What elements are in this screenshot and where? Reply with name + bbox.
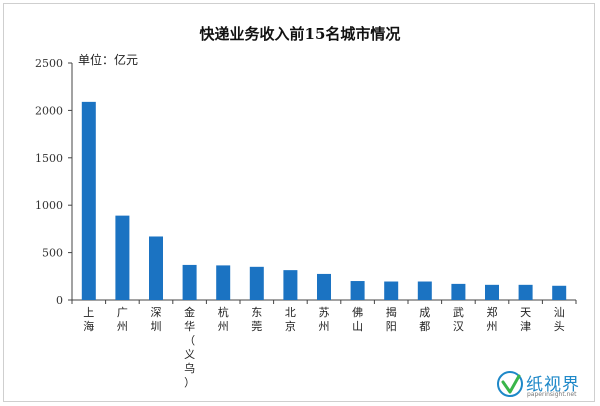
y-tick-label: 1500 [35, 152, 63, 165]
x-tick-label: 圳 [151, 320, 162, 333]
bar-3 [149, 236, 163, 300]
bar-2 [115, 215, 130, 300]
x-tick-label: 州 [319, 320, 330, 333]
x-tick-label: 华 [184, 319, 195, 333]
x-tick-label: 佛 [352, 306, 363, 319]
x-tick-label: 北 [285, 306, 296, 319]
x-tick-label: 武 [453, 306, 464, 319]
bar-4 [182, 264, 197, 300]
x-tick-label: 乌 [184, 361, 195, 375]
bar-6 [249, 266, 264, 300]
x-tick-label: 东 [251, 306, 262, 319]
x-tick-label: 天 [520, 306, 531, 319]
x-tick-label: 州 [218, 320, 229, 333]
watermark-subtext: paperinsight.net [527, 391, 577, 398]
y-tick-label: 1000 [35, 199, 63, 212]
unit-label: 单位：亿元 [78, 53, 139, 67]
x-tick-label: （ [184, 334, 195, 347]
x-tick-label: 京 [285, 319, 296, 333]
x-tick-label: 山 [352, 320, 363, 333]
x-tick-label: 海 [83, 319, 94, 333]
bar-12 [451, 283, 466, 300]
bar-8 [317, 273, 331, 300]
bar-11 [417, 281, 432, 300]
y-tick-label: 0 [56, 294, 63, 307]
y-tick-label: 2000 [35, 104, 63, 117]
bar-5 [216, 265, 231, 300]
bar-9 [350, 281, 365, 300]
x-tick-label: 成 [419, 306, 430, 319]
watermark-logo-icon [497, 371, 523, 397]
x-tick-label: 州 [117, 320, 128, 333]
y-tick-label: 500 [42, 247, 63, 260]
watermark: 纸视界 paperinsight.net [496, 368, 596, 402]
x-tick-label: 杭 [218, 305, 229, 319]
bar-10 [384, 281, 399, 300]
x-tick-label: 津 [520, 320, 531, 333]
chart-frame [3, 3, 595, 402]
x-tick-label: 深 [151, 306, 162, 319]
bar-7 [283, 270, 298, 300]
x-tick-label: 广 [117, 306, 128, 319]
x-tick-label: 苏 [319, 306, 330, 319]
x-tick-label: 上 [83, 306, 94, 319]
x-tick-label: 都 [419, 320, 430, 333]
bar-13 [485, 284, 499, 300]
x-tick-label: 莞 [251, 320, 262, 333]
x-tick-label: 揭 [386, 305, 397, 319]
x-tick-label: 郑 [487, 305, 498, 319]
chart-title: 快递业务收入前15名城市情况 [199, 25, 401, 43]
bar-15 [552, 285, 567, 300]
bar-14 [518, 284, 533, 300]
x-tick-label: ） [184, 376, 195, 389]
watermark-text: 纸视界 [526, 375, 580, 395]
x-tick-label: 金 [184, 305, 195, 319]
x-tick-label: 义 [184, 348, 195, 361]
x-tick-label: 阳 [386, 320, 397, 333]
x-tick-label: 汕 [554, 306, 565, 319]
x-tick-label: 州 [487, 320, 498, 333]
x-tick-label: 头 [554, 320, 565, 333]
x-tick-label: 汉 [453, 320, 464, 333]
y-tick-label: 2500 [35, 57, 63, 70]
bar-1 [81, 101, 96, 300]
